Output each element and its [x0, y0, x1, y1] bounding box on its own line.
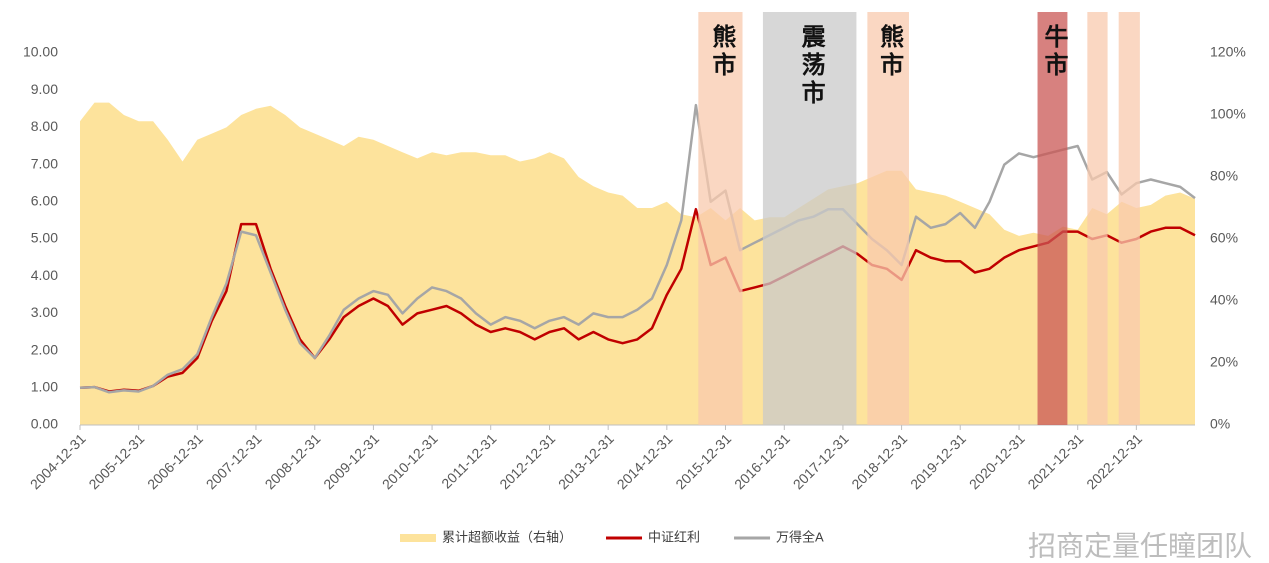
- y-tick-label: 6.00: [31, 193, 58, 209]
- y2-tick-label: 80%: [1210, 168, 1238, 184]
- x-tick-label: 2011-12-31: [438, 430, 499, 491]
- x-tick-label: 2018-12-31: [848, 430, 910, 492]
- region-label: 熊市: [708, 23, 737, 80]
- region-label: 熊市: [876, 23, 905, 80]
- x-tick-label: 2022-12-31: [1083, 430, 1145, 492]
- legend-label: 累计超额收益（右轴）: [442, 529, 572, 544]
- x-tick-label: 2019-12-31: [907, 430, 969, 492]
- y-tick-label: 0.00: [31, 416, 58, 432]
- y-tick-label: 3.00: [31, 304, 58, 320]
- x-tick-label: 2005-12-31: [85, 430, 147, 492]
- y2-tick-label: 40%: [1210, 292, 1238, 308]
- x-tick-label: 2021-12-31: [1024, 430, 1086, 492]
- y2-tick-label: 20%: [1210, 354, 1238, 370]
- x-tick-label: 2006-12-31: [144, 430, 206, 492]
- y-tick-label: 7.00: [31, 155, 58, 171]
- region-label: 牛市: [1040, 24, 1069, 80]
- x-tick-label: 2007-12-31: [203, 430, 265, 492]
- x-tick-label: 2010-12-31: [379, 430, 441, 492]
- y-tick-label: 8.00: [31, 118, 58, 134]
- line: [79, 103, 1196, 394]
- y2-tick-label: 0%: [1210, 416, 1230, 432]
- y-tick-label: 9.00: [31, 81, 58, 97]
- region: [762, 12, 857, 425]
- region: [1118, 12, 1140, 425]
- x-tick-label: 2012-12-31: [496, 430, 558, 492]
- x-tick-label: 2017-12-31: [790, 430, 852, 492]
- x-tick-label: 2020-12-31: [966, 430, 1028, 492]
- y2-tick-label: 120%: [1210, 44, 1246, 60]
- line: [79, 207, 1196, 393]
- watermark: 招商定量任瞳团队: [1028, 530, 1252, 558]
- y2-tick-label: 100%: [1210, 106, 1246, 122]
- y-tick-label: 5.00: [31, 230, 58, 246]
- x-tick-label: 2009-12-31: [320, 430, 382, 492]
- y-tick-label: 2.00: [31, 341, 58, 357]
- region: [1037, 12, 1068, 425]
- x-tick-label: 2008-12-31: [262, 430, 324, 492]
- region-label: 震荡市: [797, 24, 826, 108]
- region: [698, 12, 743, 425]
- legend-label: 万得全A: [776, 529, 824, 544]
- y-tick-label: 10.00: [23, 44, 58, 60]
- y2-tick-label: 60%: [1210, 230, 1238, 246]
- legend-label: 中证红利: [648, 529, 700, 544]
- region: [1087, 12, 1108, 425]
- region: [867, 12, 909, 425]
- x-tick-label: 2015-12-31: [672, 430, 734, 492]
- y-tick-label: 4.00: [31, 267, 58, 283]
- y-tick-label: 1.00: [31, 379, 58, 395]
- x-tick-label: 2004-12-31: [27, 430, 89, 492]
- x-tick-label: 2016-12-31: [731, 430, 793, 492]
- x-tick-label: 2013-12-31: [555, 430, 617, 492]
- x-tick-label: 2014-12-31: [614, 430, 676, 492]
- area: [80, 102, 1195, 425]
